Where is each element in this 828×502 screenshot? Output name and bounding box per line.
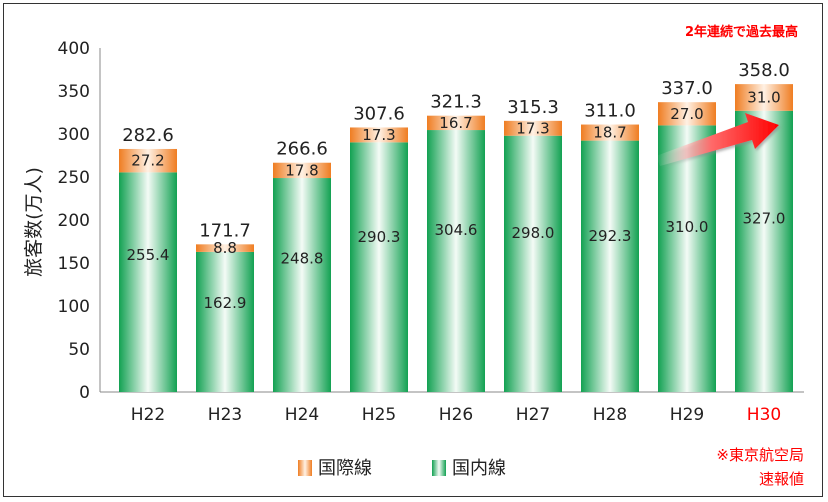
x-tick-label-H25: H25 [362, 405, 396, 425]
bar-domestic-H28 [581, 140, 639, 392]
y-tick-label: 400 [58, 39, 90, 59]
x-tick-label-H26: H26 [439, 405, 473, 425]
y-tick-label: 300 [58, 125, 90, 145]
y-tick-label: 50 [68, 340, 90, 360]
data-label-international-H26: 16.7 [439, 114, 472, 132]
data-label-total-H25: 307.6 [353, 103, 405, 124]
legend-label-international: 国際線 [318, 458, 372, 479]
data-label-total-H24: 266.6 [276, 139, 328, 160]
data-label-international-H23: 8.8 [213, 239, 237, 257]
data-label-international-H28: 18.7 [593, 124, 626, 142]
bar-international-H28 [581, 124, 639, 141]
y-tick-label: 150 [58, 254, 90, 274]
bar-international-H30 [735, 84, 793, 111]
y-tick-label: 250 [58, 168, 90, 188]
data-label-total-H28: 311.0 [584, 101, 636, 122]
data-label-international-H27: 17.3 [516, 119, 549, 137]
data-label-total-H26: 321.3 [430, 92, 482, 113]
data-label-domestic-H24: 248.8 [281, 250, 324, 268]
data-label-total-H22: 282.6 [122, 125, 174, 146]
y-tick-label: 350 [58, 82, 90, 102]
bar-domestic-H25 [350, 142, 408, 392]
data-label-international-H24: 17.8 [285, 161, 318, 179]
bar-chart: 0 50 100 150 200 250 300 350 400 H22 H23 H24 H25 H26… [23, 24, 804, 488]
chart-frame: 0 50 100 150 200 250 300 350 400 H22 H23 H24 H25 H26… [3, 3, 823, 497]
bar-international-H29 [658, 102, 716, 126]
data-label-international-H29: 27.0 [670, 105, 703, 123]
bar-domestic-H24 [273, 178, 331, 392]
x-tick-label-H27: H27 [516, 405, 550, 425]
legend-label-domestic: 国内線 [452, 458, 506, 479]
bar-international-H25 [350, 127, 408, 143]
data-label-domestic-H29: 310.0 [666, 218, 709, 236]
bar-domestic-H29 [658, 125, 716, 393]
data-label-international-H22: 27.2 [131, 152, 164, 170]
y-axis: 0 50 100 150 200 250 300 350 400 [58, 39, 101, 403]
legend-swatch-international [298, 460, 312, 476]
bar-international-H22 [119, 148, 177, 173]
x-tick-label-H23: H23 [208, 405, 242, 425]
footnote: ※東京航空局 速報値 [716, 446, 804, 488]
data-label-domestic-H27: 298.0 [512, 224, 555, 242]
footnote-line-1: ※東京航空局 [716, 446, 804, 464]
x-tick-label-H30: H30 [747, 405, 781, 425]
legend: 国際線 国内線 [298, 458, 506, 479]
bar-domestic-H27 [504, 135, 562, 392]
data-label-total-H29: 337.0 [661, 78, 713, 99]
growth-arrow [656, 113, 779, 166]
y-tick-label: 200 [58, 211, 90, 231]
bar-international-H27 [504, 120, 562, 136]
data-label-domestic-H26: 304.6 [435, 221, 478, 239]
data-label-total-H30: 358.0 [738, 60, 790, 81]
bar-domestic-H30 [735, 110, 793, 392]
x-axis: H22 H23 H24 H25 H26 H27 H28 H29 H30 [100, 391, 804, 425]
x-tick-label-H24: H24 [285, 405, 319, 425]
bar-international-H24 [273, 162, 331, 179]
data-label-international-H25: 17.3 [362, 126, 395, 144]
data-label-domestic-H30: 327.0 [743, 209, 786, 227]
x-tick-label-H28: H28 [593, 405, 627, 425]
y-tick-label: 100 [58, 297, 90, 317]
data-label-domestic-H28: 292.3 [589, 227, 632, 245]
y-tick-label: 0 [79, 383, 90, 403]
value-labels: 27.2 255.4 282.6 8.8 162.9 171.7 17.8 248.8 266.… [122, 60, 790, 312]
legend-swatch-domestic [432, 460, 446, 476]
footnote-line-2: 速報値 [759, 470, 804, 488]
y-axis-title: 旅客数(万人) [23, 167, 45, 277]
bar-domestic-H23 [196, 251, 254, 392]
x-tick-label-H22: H22 [131, 405, 165, 425]
x-tick-label-H29: H29 [670, 405, 704, 425]
legend-item-domestic: 国内線 [432, 458, 506, 479]
data-label-total-H23: 171.7 [199, 220, 251, 241]
legend-item-international: 国際線 [298, 458, 372, 479]
data-label-domestic-H25: 290.3 [358, 228, 401, 246]
bar-international-H26 [427, 115, 485, 131]
plot-area [119, 84, 793, 393]
data-label-international-H30: 31.0 [747, 88, 780, 106]
data-label-domestic-H23: 162.9 [204, 294, 247, 312]
bar-domestic-H22 [119, 172, 177, 392]
data-label-domestic-H22: 255.4 [127, 246, 170, 264]
bar-domestic-H26 [427, 130, 485, 392]
bar-international-H23 [196, 244, 254, 252]
record-annotation: 2年連続で過去最高 [685, 24, 798, 40]
data-label-total-H27: 315.3 [507, 97, 559, 118]
